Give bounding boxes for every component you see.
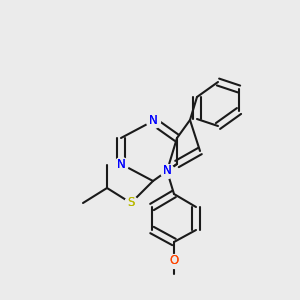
Text: N: N [163,164,171,178]
Text: O: O [169,254,178,268]
Text: N: N [117,158,125,170]
Text: S: S [127,196,135,209]
Text: N: N [117,158,125,170]
Text: N: N [148,115,158,128]
Text: N: N [163,164,171,178]
Text: N: N [148,115,158,128]
Text: S: S [127,196,135,209]
Text: O: O [169,254,178,268]
